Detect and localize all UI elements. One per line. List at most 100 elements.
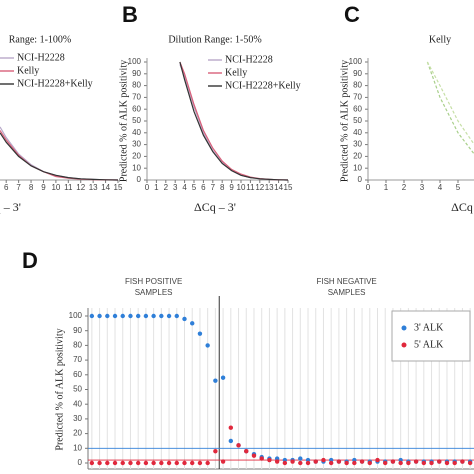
x-tick-label: 5 bbox=[456, 183, 461, 192]
x-tick-label: 13 bbox=[89, 183, 98, 192]
data-point bbox=[143, 460, 149, 466]
chart-title: Range: 1-100% bbox=[9, 34, 72, 45]
data-point bbox=[112, 460, 118, 466]
data-point bbox=[97, 460, 102, 466]
data-point bbox=[344, 460, 349, 466]
data-point bbox=[398, 460, 403, 466]
x-tick-label: 6 bbox=[4, 183, 9, 192]
data-point bbox=[197, 460, 203, 466]
group-annotation: SAMPLES bbox=[328, 288, 366, 297]
data-point bbox=[359, 459, 365, 464]
y-tick-label: 60 bbox=[73, 370, 82, 379]
data-point bbox=[298, 456, 303, 461]
data-point bbox=[182, 460, 187, 466]
data-point bbox=[135, 460, 141, 466]
y-tick-label: 30 bbox=[132, 140, 141, 149]
y-tick-label: 90 bbox=[73, 326, 82, 335]
series-line bbox=[426, 61, 474, 155]
y-tick-label: 90 bbox=[132, 69, 141, 78]
data-point bbox=[197, 331, 203, 336]
data-point bbox=[151, 460, 156, 466]
data-point bbox=[367, 460, 372, 466]
y-axis-label: Predicted % of ALK positivity bbox=[54, 328, 65, 450]
series-line bbox=[426, 61, 474, 146]
x-tick-label: 1 bbox=[384, 183, 389, 192]
x-tick-label: 14 bbox=[274, 183, 283, 192]
x-tick-label: 9 bbox=[229, 183, 234, 192]
panel-label: C bbox=[344, 2, 360, 27]
data-point bbox=[267, 457, 272, 463]
data-point bbox=[259, 456, 264, 461]
data-point bbox=[290, 459, 295, 464]
y-tick-label: 100 bbox=[69, 311, 83, 320]
data-point bbox=[421, 460, 427, 466]
data-point bbox=[452, 460, 457, 466]
y-tick-label: 0 bbox=[137, 175, 142, 184]
data-point bbox=[406, 460, 411, 466]
data-point bbox=[128, 313, 133, 319]
data-point bbox=[298, 460, 303, 466]
y-tick-label: 10 bbox=[353, 163, 362, 172]
x-tick-label: 9 bbox=[41, 183, 46, 192]
data-point bbox=[105, 313, 110, 319]
y-tick-label: 50 bbox=[353, 116, 362, 125]
x-tick-label: 11 bbox=[64, 183, 73, 192]
y-tick-label: 20 bbox=[353, 152, 362, 161]
y-tick-label: 20 bbox=[73, 429, 82, 438]
data-point bbox=[375, 457, 380, 463]
legend-box bbox=[391, 310, 471, 362]
x-tick-label: 4 bbox=[438, 183, 443, 192]
legend-swatch bbox=[401, 342, 407, 348]
x-tick-label: 10 bbox=[237, 183, 246, 192]
x-tick-label: 12 bbox=[255, 183, 264, 192]
x-tick-label: 15 bbox=[114, 183, 123, 192]
y-tick-label: 70 bbox=[132, 93, 141, 102]
y-tick-label: 50 bbox=[73, 385, 82, 394]
data-point bbox=[305, 460, 311, 466]
x-tick-label: 3 bbox=[420, 183, 425, 192]
data-point bbox=[97, 313, 102, 319]
legend-label: NCI-H2228+Kelly bbox=[17, 78, 93, 89]
x-tick-label: 8 bbox=[29, 183, 34, 192]
data-point bbox=[383, 460, 388, 466]
series-line bbox=[179, 61, 289, 181]
y-tick-label: 90 bbox=[353, 69, 362, 78]
data-point bbox=[460, 459, 465, 464]
y-tick-label: 70 bbox=[73, 355, 82, 364]
x-tick-label: 14 bbox=[101, 183, 110, 192]
y-axis-label: Predicted % of ALK positivity bbox=[339, 60, 350, 182]
data-point bbox=[220, 459, 226, 464]
data-point bbox=[328, 460, 334, 466]
panel-label: D bbox=[22, 248, 38, 273]
data-point bbox=[437, 459, 442, 464]
data-point bbox=[444, 460, 450, 466]
x-tick-label: 6 bbox=[201, 183, 206, 192]
x-tick-label: 2 bbox=[164, 183, 169, 192]
data-point bbox=[89, 460, 95, 466]
data-point bbox=[182, 316, 187, 322]
y-tick-label: 10 bbox=[73, 443, 82, 452]
data-point bbox=[174, 313, 179, 319]
x-tick-label: 10 bbox=[51, 183, 60, 192]
data-point bbox=[205, 460, 210, 466]
chart-title: Kelly bbox=[429, 34, 451, 45]
x-tick-label: 4 bbox=[182, 183, 187, 192]
data-point bbox=[135, 313, 141, 319]
data-point bbox=[190, 321, 195, 326]
x-tick-label: 1 bbox=[154, 183, 159, 192]
x-tick-label: 12 bbox=[76, 183, 85, 192]
data-point bbox=[105, 460, 110, 466]
data-point bbox=[143, 313, 149, 319]
data-point bbox=[174, 460, 179, 466]
legend-swatch bbox=[401, 325, 407, 331]
y-tick-label: 30 bbox=[353, 140, 362, 149]
data-point bbox=[251, 453, 257, 458]
data-point bbox=[228, 438, 234, 444]
x-tick-label: 13 bbox=[265, 183, 274, 192]
chart-title: Dilution Range: 1-50% bbox=[168, 34, 261, 45]
x-tick-label: 0 bbox=[145, 183, 150, 192]
data-point bbox=[413, 459, 419, 464]
y-tick-label: 10 bbox=[132, 163, 141, 172]
